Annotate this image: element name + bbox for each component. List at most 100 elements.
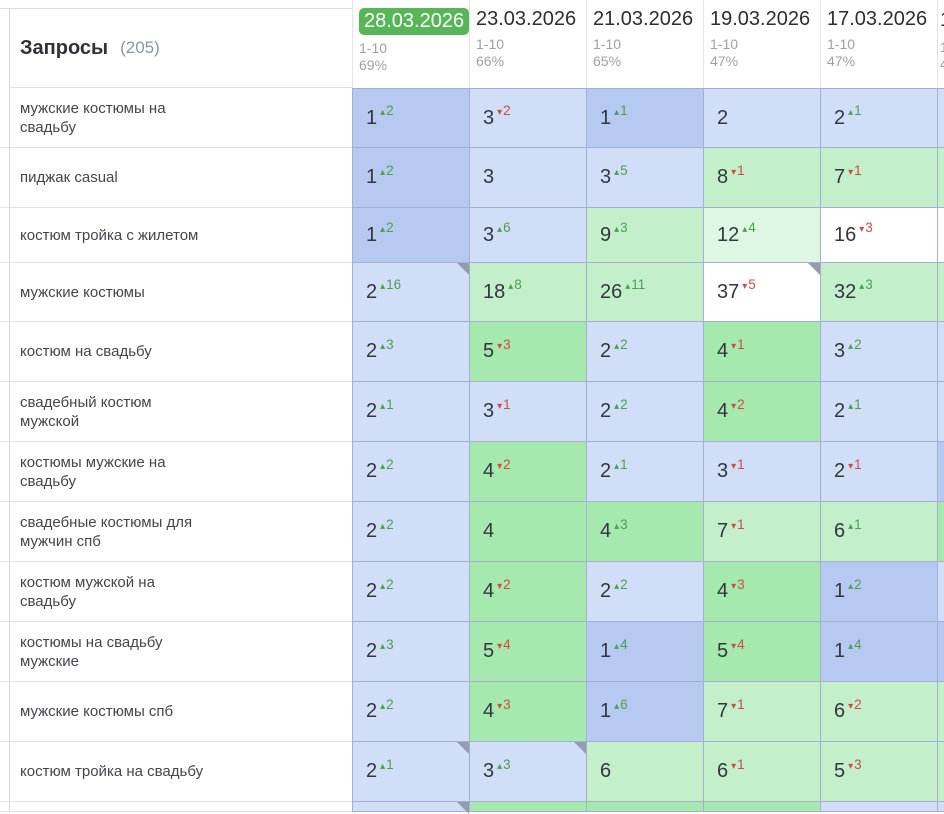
keyword-cell[interactable]: костюм мужской на свадьбу bbox=[10, 562, 352, 622]
position-cell[interactable]: 9 ▴3 bbox=[586, 208, 703, 263]
position-cell[interactable]: 2 ▾1 bbox=[820, 442, 937, 502]
position-cell[interactable]: 2 ▴2 bbox=[352, 502, 469, 562]
position-value: 2 bbox=[366, 400, 378, 422]
position-cell[interactable]: 8 ▾1 bbox=[703, 148, 820, 208]
position-cell[interactable]: 5 ▾3 bbox=[820, 742, 937, 802]
position-cell[interactable]: 2 ▴2 bbox=[352, 442, 469, 502]
position-cell[interactable]: 6 bbox=[586, 742, 703, 802]
position-cell[interactable]: 7 ▾1 bbox=[703, 502, 820, 562]
keyword-cell[interactable] bbox=[10, 802, 352, 812]
position-cell[interactable]: 2 ▴2 bbox=[352, 562, 469, 622]
position-cell[interactable]: 3 bbox=[469, 148, 586, 208]
position-cell[interactable]: 12 ▴4 bbox=[703, 208, 820, 263]
keyword-cell[interactable]: костюм тройка на свадьбу bbox=[10, 742, 352, 802]
position-cell[interactable]: 4 ▾2 bbox=[469, 442, 586, 502]
position-cell[interactable]: 6 ▾2 bbox=[820, 682, 937, 742]
clipped-date-column-header[interactable]: 1 1 4 bbox=[937, 0, 944, 88]
position-cell[interactable]: 1 ▴2 bbox=[820, 562, 937, 622]
position-cell[interactable]: 7 ▾1 bbox=[820, 148, 937, 208]
arrow-up-icon: ▴ bbox=[614, 460, 620, 472]
date-column-header[interactable]: 17.03.2026 1-10 47% bbox=[820, 0, 937, 88]
position-cell[interactable]: 4 bbox=[469, 502, 586, 562]
arrow-down-icon: ▾ bbox=[497, 107, 503, 118]
keyword-cell[interactable]: мужские костюмы спб bbox=[10, 682, 352, 742]
position-cell[interactable]: 4 ▾1 bbox=[703, 322, 820, 382]
position-cell[interactable] bbox=[586, 802, 703, 812]
position-cell[interactable]: 32 ▴3 bbox=[820, 263, 937, 322]
keyword-cell[interactable]: свадебный костюм мужской bbox=[10, 382, 352, 442]
keyword-cell[interactable]: костюмы мужские на свадьбу bbox=[10, 442, 352, 502]
position-cell[interactable]: 2 ▴3 bbox=[352, 322, 469, 382]
position-value: 4 bbox=[483, 520, 495, 542]
position-cell[interactable] bbox=[820, 802, 937, 812]
position-cell[interactable] bbox=[352, 802, 469, 814]
change-value: 1 bbox=[620, 103, 628, 118]
position-cell[interactable]: 5 ▾3 bbox=[469, 322, 586, 382]
keyword-cell[interactable]: свадебные костюмы для мужчин спб bbox=[10, 502, 352, 562]
position-cell[interactable]: 5 ▾4 bbox=[703, 622, 820, 682]
position-cells: 2 ▴2 4 4 ▴3 7 ▾1 6 ▴1 bbox=[352, 502, 937, 562]
position-cell[interactable]: 7 ▾1 bbox=[703, 682, 820, 742]
position-cell[interactable]: 6 ▾1 bbox=[703, 742, 820, 802]
keyword-cell[interactable]: мужские костюмы bbox=[10, 263, 352, 322]
position-cell[interactable]: 3 ▴6 bbox=[469, 208, 586, 263]
position-cell[interactable]: 1 ▴6 bbox=[586, 682, 703, 742]
position-cell[interactable]: 2 ▴3 bbox=[352, 622, 469, 682]
position-cell[interactable]: 4 ▾2 bbox=[469, 562, 586, 622]
keyword-cell[interactable]: костюм на свадьбу bbox=[10, 322, 352, 382]
position-cell[interactable]: 3 ▴5 bbox=[586, 148, 703, 208]
position-cell[interactable]: 1 ▴2 bbox=[352, 88, 469, 148]
table-row: костюм тройка на свадьбу 2 ▴1 3 ▴3 6 6 ▾1 5 ▾3 bbox=[0, 742, 944, 802]
position-value: 8 bbox=[717, 166, 729, 188]
position-cell[interactable]: 2 ▴1 bbox=[820, 88, 937, 148]
position-cell[interactable]: 5 ▾4 bbox=[469, 622, 586, 682]
position-cell[interactable]: 3 ▴3 bbox=[469, 742, 586, 802]
position-cell[interactable]: 4 ▾2 bbox=[703, 382, 820, 442]
keyword-label: мужские костюмы спб bbox=[20, 703, 174, 720]
position-cell[interactable]: 18 ▴8 bbox=[469, 263, 586, 322]
position-cell[interactable]: 2 ▴2 bbox=[586, 382, 703, 442]
position-change: ▴2 bbox=[614, 336, 628, 354]
date-column-header[interactable]: 23.03.2026 1-10 66% bbox=[469, 0, 586, 88]
position-cell[interactable]: 3 ▴2 bbox=[820, 322, 937, 382]
position-cell[interactable]: 2 ▴2 bbox=[586, 562, 703, 622]
position-cell[interactable]: 1 ▴1 bbox=[586, 88, 703, 148]
position-cell[interactable]: 1 ▴4 bbox=[820, 622, 937, 682]
position-cell[interactable]: 3 ▾1 bbox=[469, 382, 586, 442]
position-cell[interactable] bbox=[469, 802, 586, 812]
keyword-label: костюм на свадьбу bbox=[20, 343, 152, 360]
position-cell[interactable]: 6 ▴1 bbox=[820, 502, 937, 562]
position-cell[interactable]: 2 ▴2 bbox=[586, 322, 703, 382]
keyword-cell[interactable]: костюм тройка с жилетом bbox=[10, 208, 352, 263]
position-cell[interactable]: 1 ▴2 bbox=[352, 208, 469, 263]
position-cell[interactable]: 2 ▴1 bbox=[352, 382, 469, 442]
position-cell[interactable]: 1 ▴4 bbox=[586, 622, 703, 682]
keyword-cell[interactable]: пиджак casual bbox=[10, 148, 352, 208]
position-cell[interactable]: 2 ▴1 bbox=[820, 382, 937, 442]
position-cell[interactable]: 3 ▾1 bbox=[703, 442, 820, 502]
position-cell[interactable]: 1 ▴2 bbox=[352, 148, 469, 208]
position-cell[interactable]: 4 ▾3 bbox=[703, 562, 820, 622]
keyword-cell[interactable]: мужские костюмы на свадьбу bbox=[10, 88, 352, 148]
clipped-cell bbox=[937, 322, 944, 382]
position-cell[interactable]: 2 ▴1 bbox=[586, 442, 703, 502]
position-cell[interactable]: 2 ▴1 bbox=[352, 742, 469, 802]
position-cell[interactable]: 16 ▾3 bbox=[820, 208, 937, 263]
date-column-header[interactable]: 19.03.2026 1-10 47% bbox=[703, 0, 820, 88]
position-change: ▴1 bbox=[848, 516, 862, 534]
position-cell[interactable]: 4 ▴3 bbox=[586, 502, 703, 562]
position-cell[interactable]: 26 ▴11 bbox=[586, 263, 703, 322]
keyword-cell[interactable]: костюмы на свадьбу мужские bbox=[10, 622, 352, 682]
date-column-header[interactable]: 21.03.2026 1-10 65% bbox=[586, 0, 703, 88]
position-change: ▴4 bbox=[742, 219, 756, 237]
clipped-cell bbox=[937, 562, 944, 622]
position-cell[interactable]: 2 ▴2 bbox=[352, 682, 469, 742]
position-cell[interactable]: 3 ▾2 bbox=[469, 88, 586, 148]
position-cell[interactable] bbox=[703, 802, 820, 812]
position-cell[interactable]: 2 bbox=[703, 88, 820, 148]
position-cell[interactable]: 2 ▴16 bbox=[352, 263, 469, 322]
date-label: 21.03.2026 bbox=[593, 8, 694, 30]
position-cell[interactable]: 37 ▾5 bbox=[703, 263, 820, 322]
position-cell[interactable]: 4 ▾3 bbox=[469, 682, 586, 742]
date-column-header[interactable]: 28.03.2026 1-10 69% bbox=[352, 0, 470, 88]
